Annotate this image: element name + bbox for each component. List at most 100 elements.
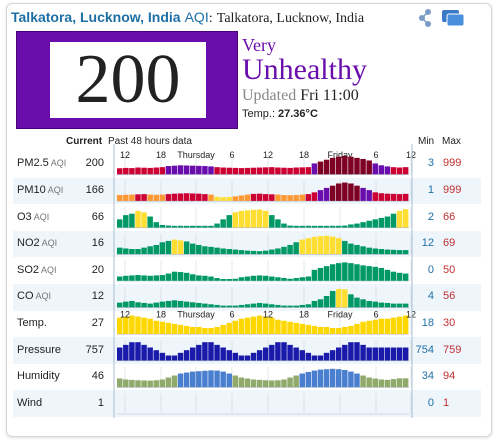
chart-bar: [244, 317, 251, 335]
chart-bar: [117, 378, 123, 388]
chart-bar: [244, 210, 251, 228]
chart-bar: [329, 328, 336, 335]
chart-bar: [141, 247, 147, 255]
chart-bar: [208, 166, 214, 175]
row-name: PM2.5: [17, 157, 49, 170]
chart-bar: [390, 213, 397, 228]
chart-bar: [183, 241, 190, 255]
chart-bar: [275, 319, 281, 335]
chart-bar: [196, 412, 202, 414]
chart-bar: [378, 412, 385, 414]
min-header: Min: [418, 136, 435, 147]
chart-bar: [402, 378, 409, 388]
chart-bar: [336, 225, 342, 228]
row-label: SO2 AQI: [17, 264, 57, 276]
chart-bar: [123, 248, 129, 255]
chart-bar: [129, 168, 135, 175]
chart-bar: [366, 300, 372, 308]
chart-bar: [342, 326, 348, 335]
chart-bar: [348, 224, 354, 228]
chart-bar: [165, 273, 172, 281]
chart-bar: [256, 251, 263, 255]
chart-bar: [263, 412, 269, 414]
max-value: 94: [443, 370, 456, 383]
chart-bar: [232, 352, 239, 361]
chart-bar: [354, 373, 360, 388]
chart-bar: [256, 350, 263, 361]
chart-bar: [141, 412, 147, 414]
chart-bar: [208, 342, 214, 361]
chart-bar: [323, 326, 330, 335]
windows-icon[interactable]: [441, 9, 465, 27]
current-value: 46: [91, 370, 104, 383]
chart-bar: [226, 279, 232, 281]
share-icon[interactable]: [418, 8, 432, 28]
chart-bar: [177, 412, 184, 414]
chart-bar: [238, 168, 245, 175]
chart-bar: [123, 379, 129, 388]
row-label: PM10 AQI: [17, 184, 63, 196]
chart-bar: [177, 165, 184, 175]
chart-bar: [214, 278, 220, 281]
min-value: 18: [421, 316, 434, 329]
chart-bar: [348, 325, 354, 335]
chart-bar: [214, 304, 220, 308]
chart-bar: [348, 371, 354, 388]
chart-bar: [384, 347, 391, 361]
chart-bar: [336, 183, 342, 202]
chart-bar: [129, 342, 135, 361]
chart-bar: [269, 304, 275, 308]
chart-bar: [269, 412, 275, 414]
chart-bar: [232, 305, 239, 308]
chart-bar: [141, 167, 147, 175]
chart-bar: [226, 350, 232, 361]
temp-row-tick-label: 18: [156, 310, 166, 320]
chart-bar: [232, 278, 239, 281]
chart-bar: [311, 412, 318, 414]
location-link[interactable]: Talkatora, Lucknow, India: [11, 9, 181, 25]
chart-bar: [366, 412, 372, 414]
chart-bar: [177, 272, 184, 281]
chart-bar: [232, 375, 239, 388]
chart-bar: [402, 273, 409, 281]
chart-bar: [287, 195, 293, 202]
chart-bar: [196, 371, 202, 388]
chart-bar: [250, 167, 257, 175]
chart-bar: [153, 302, 159, 308]
chart-bar: [402, 250, 409, 255]
chart-bar: [348, 342, 354, 361]
chart-bar: [317, 161, 324, 175]
chart-bar: [299, 373, 305, 388]
chart-bar: [165, 166, 172, 175]
chart-bar: [323, 295, 330, 308]
row-label: Humidity: [17, 370, 60, 382]
chart-bar: [390, 412, 397, 414]
chart-bar: [256, 315, 263, 335]
chart-bar: [159, 167, 166, 175]
chart-bar: [183, 412, 190, 414]
row-label: CO AQI: [17, 290, 51, 302]
chart-bar: [299, 194, 305, 202]
chart-bar: [329, 225, 336, 228]
chart-bar: [147, 347, 153, 361]
chart-bar: [348, 412, 354, 414]
chart-bar: [360, 344, 366, 361]
chart-bar: [153, 320, 159, 335]
chart-bar: [336, 347, 342, 361]
chart-bar: [250, 275, 257, 281]
current-value: 66: [91, 210, 104, 223]
chart-bar: [159, 275, 166, 281]
chart-bar: [171, 193, 178, 202]
chart-bar: [275, 412, 281, 414]
chart-bar: [360, 246, 366, 255]
chart-bar: [317, 369, 324, 388]
chart-bar: [202, 412, 208, 414]
row-name: SO2: [17, 263, 40, 276]
chart-bar: [165, 194, 172, 202]
chart-bar: [177, 300, 184, 308]
chart-bar: [384, 269, 391, 281]
chart-bar: [153, 222, 159, 228]
current-value: 757: [85, 343, 104, 356]
chart-bar: [232, 167, 239, 175]
chart-bar: [396, 316, 403, 335]
